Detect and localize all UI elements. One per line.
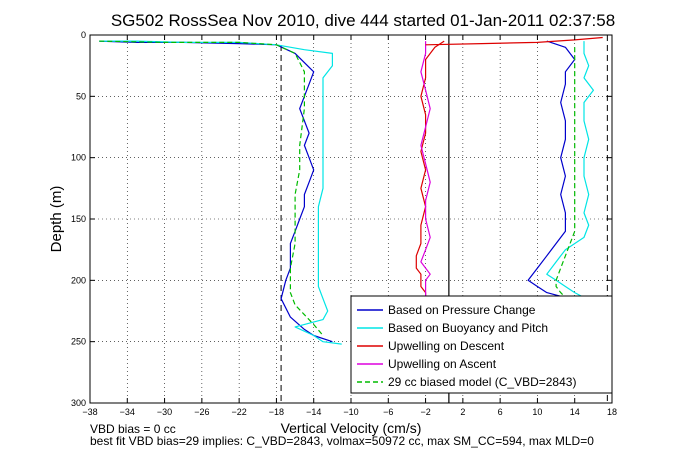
x-axis: −38 −34 −30 −26 −22 −18 −14 −10 −6 −2 2 6 10 14 18 [82,35,617,417]
x-tick-label: 2 [460,407,465,417]
x-tick-label: −18 [269,407,284,417]
x-tick-label: −38 [82,407,97,417]
x-tick-label: −10 [343,407,358,417]
x-tick-label: −22 [232,407,247,417]
legend: Based on Pressure Change Based on Buoyanc… [350,295,613,394]
series-line-5 [527,40,576,299]
x-tick-label: 18 [607,407,617,417]
series-line-6 [546,41,595,299]
x-tick-label: −6 [383,407,393,417]
legend-label: Upwelling on Descent [388,339,505,353]
x-tick-label: −30 [157,407,172,417]
x-tick-label: −26 [194,407,209,417]
x-tick-label: −34 [120,407,135,417]
x-tick-label: −14 [306,407,321,417]
footnote-best-fit: best fit VBD bias=29 implies: C_VBD=2843… [90,434,594,448]
x-tick-label: 6 [498,407,503,417]
y-tick-label: 50 [76,91,86,101]
x-axis-label: Vertical Velocity (cm/s) [281,420,422,436]
y-tick-label: 300 [71,398,86,408]
legend-label: Upwelling on Ascent [388,357,497,371]
y-tick-label: 150 [71,214,86,224]
y-tick-label: 250 [71,337,86,347]
y-axis-label: Depth (m) [48,186,65,253]
footnote-vbd-bias: VBD bias = 0 cc [90,422,176,436]
legend-label: 29 cc biased model (C_VBD=2843) [388,375,576,389]
series-layer [99,36,603,345]
y-tick-label: 0 [81,30,86,40]
chart-title: SG502 RossSea Nov 2010, dive 444 started… [111,11,615,30]
series-line-2 [415,40,445,299]
x-tick-label: 10 [532,407,542,417]
series-line-4 [99,40,324,336]
series-line-0 [99,40,333,343]
legend-box [350,295,613,394]
y-tick-label: 200 [71,275,86,285]
x-tick-label: 14 [570,407,580,417]
y-tick-label: 100 [71,153,86,163]
series-line-3 [420,41,431,299]
series-line-7 [425,36,603,46]
x-tick-label: −2 [420,407,430,417]
series-line-1 [99,40,342,345]
legend-label: Based on Pressure Change [388,303,536,317]
legend-label: Based on Buoyancy and Pitch [388,321,548,335]
y-axis: 0 50 100 150 200 250 300 [71,30,612,408]
series-line-8 [555,47,576,298]
